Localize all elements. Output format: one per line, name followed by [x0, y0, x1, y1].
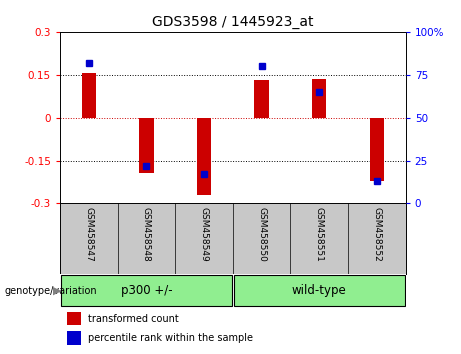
Text: GSM458551: GSM458551	[315, 207, 324, 262]
Text: GSM458547: GSM458547	[84, 207, 93, 262]
Text: GSM458548: GSM458548	[142, 207, 151, 262]
Bar	[82, 73, 96, 118]
Bar	[197, 118, 211, 195]
Text: GSM458550: GSM458550	[257, 207, 266, 262]
Bar	[312, 79, 326, 118]
Text: transformed count: transformed count	[88, 314, 178, 324]
Bar	[370, 118, 384, 181]
Text: genotype/variation: genotype/variation	[5, 286, 97, 296]
Text: ▶: ▶	[53, 286, 62, 296]
Text: percentile rank within the sample: percentile rank within the sample	[88, 333, 253, 343]
Bar	[67, 312, 81, 325]
Bar	[67, 331, 81, 345]
Bar	[61, 275, 231, 306]
Bar	[139, 118, 154, 173]
Text: GSM458552: GSM458552	[372, 207, 381, 262]
Bar	[234, 275, 405, 306]
Title: GDS3598 / 1445923_at: GDS3598 / 1445923_at	[152, 16, 313, 29]
Text: p300 +/-: p300 +/-	[121, 284, 172, 297]
Bar	[254, 80, 269, 118]
Text: wild-type: wild-type	[292, 284, 347, 297]
Text: GSM458549: GSM458549	[200, 207, 208, 262]
